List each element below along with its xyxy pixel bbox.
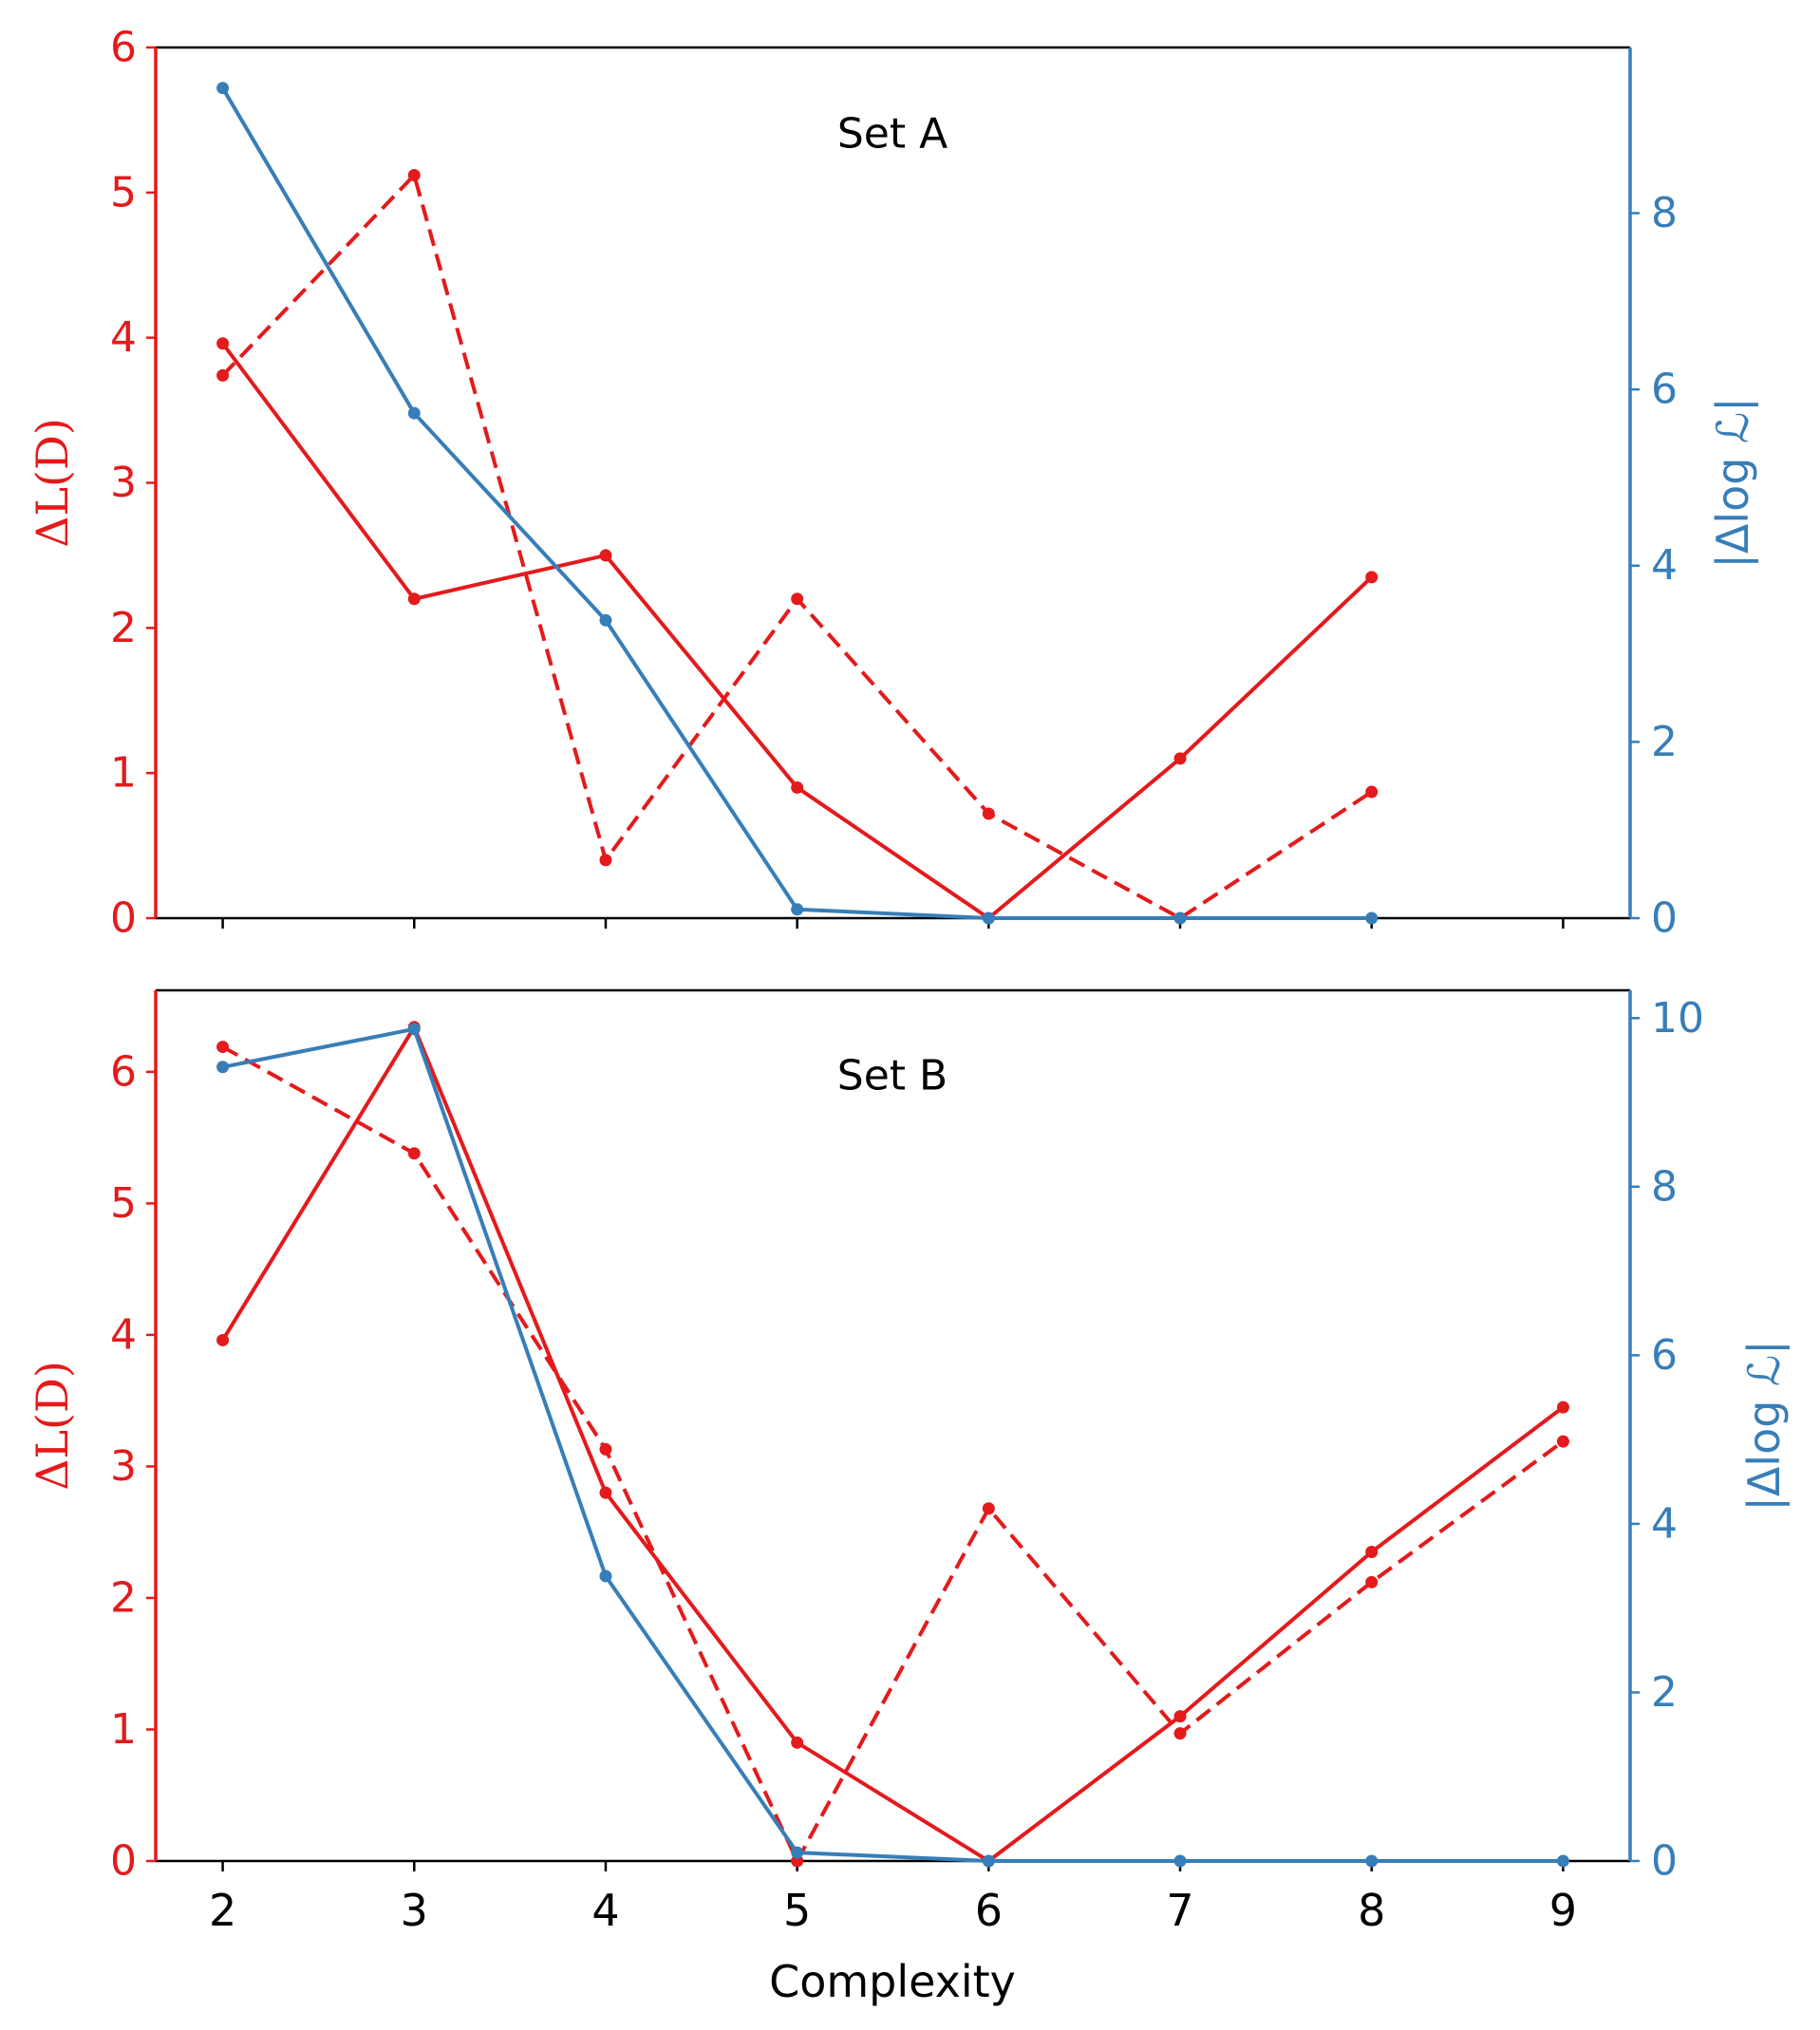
data-point: [216, 1061, 230, 1074]
left-tick-label: 5: [110, 168, 137, 216]
data-point: [1365, 1545, 1379, 1558]
data-point: [791, 1846, 804, 1859]
data-point: [216, 1333, 230, 1346]
x-axis-label: Complexity: [769, 1956, 1016, 2007]
data-point: [1365, 912, 1379, 925]
right-tick-label: 6: [1651, 1331, 1678, 1380]
data-point: [1173, 1854, 1187, 1868]
data-point: [407, 406, 421, 420]
data-point: [1365, 571, 1379, 584]
shared-x-axis: 2 3 4 5 6 7 8 9 Complexity: [209, 1885, 1577, 2007]
x-tick-label: 8: [1358, 1885, 1385, 1936]
data-point: [982, 1854, 995, 1868]
right-tick-label: 2: [1651, 718, 1678, 766]
right-tick-label: 8: [1651, 1162, 1678, 1211]
data-point: [1365, 1575, 1379, 1588]
right-tick-label: 0: [1651, 1837, 1678, 1886]
right-tick-label: 0: [1651, 894, 1678, 943]
x-tick-label: 6: [975, 1885, 1003, 1936]
x-tick-label: 4: [591, 1885, 619, 1936]
data-point: [216, 82, 230, 95]
data-point: [599, 854, 612, 867]
left-tick-label: 4: [110, 313, 137, 362]
x-tick-label: 7: [1166, 1885, 1193, 1936]
left-tick-label: 4: [110, 1310, 137, 1359]
left-tick-label: 5: [110, 1179, 137, 1228]
data-point: [216, 337, 230, 350]
data-point: [791, 780, 804, 794]
x-tick-label: 9: [1549, 1885, 1577, 1936]
panel-set-b: 0 1 2 3 4 5 6 0 2 4 6 8 10 Set B ΔL(D) |Δlog ℒ|: [27, 988, 1791, 1886]
data-point: [599, 1569, 612, 1583]
series-line-left-dashed: [221, 173, 1373, 920]
left-tick-label: 0: [110, 1837, 137, 1886]
right-tick-label: 6: [1651, 366, 1678, 414]
right-tick-label: 8: [1651, 189, 1678, 237]
panel-annotation: Set B: [837, 1052, 948, 1100]
left-tick-label: 0: [110, 894, 137, 943]
right-tick-label: 4: [1651, 541, 1678, 590]
data-point: [216, 1041, 230, 1054]
left-tick-label: 2: [110, 604, 137, 652]
data-point: [1365, 1854, 1379, 1868]
data-point: [1556, 1854, 1569, 1868]
data-point: [1173, 1710, 1187, 1723]
data-point: [599, 549, 612, 562]
left-tick-label: 6: [110, 1047, 137, 1096]
data-point: [982, 912, 995, 925]
data-point: [1173, 912, 1187, 925]
data-point: [1173, 752, 1187, 765]
right-axis-label: |Δlog ℒ|: [1738, 1340, 1791, 1511]
data-point: [791, 1736, 804, 1749]
series-line-left-solid: [220, 1024, 1565, 1863]
data-point: [1365, 785, 1379, 799]
left-tick-label: 3: [110, 459, 137, 507]
data-point: [1173, 1727, 1187, 1740]
series-line-left-solid: [220, 342, 1374, 920]
right-tick-label: 10: [1651, 994, 1704, 1043]
data-point: [407, 1147, 421, 1160]
data-point: [599, 1442, 612, 1456]
left-tick-label: 1: [110, 749, 137, 798]
x-tick-label: 2: [209, 1885, 236, 1936]
data-point: [216, 368, 230, 382]
panel-annotation: Set A: [837, 110, 948, 159]
data-point: [791, 903, 804, 916]
data-point: [407, 168, 421, 181]
right-axis-label: |Δlog ℒ|: [1707, 397, 1759, 568]
data-point: [407, 592, 421, 606]
data-point: [982, 1502, 995, 1515]
data-point: [407, 1023, 421, 1036]
data-point: [1556, 1400, 1569, 1414]
data-point: [982, 807, 995, 820]
series-line-left-dashed: [221, 1044, 1565, 1863]
data-point: [599, 1486, 612, 1499]
left-tick-label: 1: [110, 1705, 137, 1754]
data-point: [1556, 1435, 1569, 1448]
panel-set-a: 0 1 2 3 4 5 6 0 2 4 6 8 Set A ΔL(D) |Δlog ℒ|: [27, 24, 1759, 943]
right-tick-label: 4: [1651, 1499, 1678, 1548]
left-tick-label: 2: [110, 1573, 137, 1622]
series-line-right-solid: [222, 1026, 1564, 1863]
right-tick-label: 2: [1651, 1668, 1678, 1717]
left-axis-label: ΔL(D): [27, 1361, 78, 1491]
data-point: [791, 592, 804, 606]
data-point: [599, 613, 612, 627]
x-tick-label: 3: [401, 1885, 428, 1936]
left-axis-label: ΔL(D): [27, 418, 78, 548]
left-tick-label: 3: [110, 1442, 137, 1491]
left-tick-label: 6: [110, 24, 137, 72]
x-tick-label: 5: [783, 1885, 811, 1936]
